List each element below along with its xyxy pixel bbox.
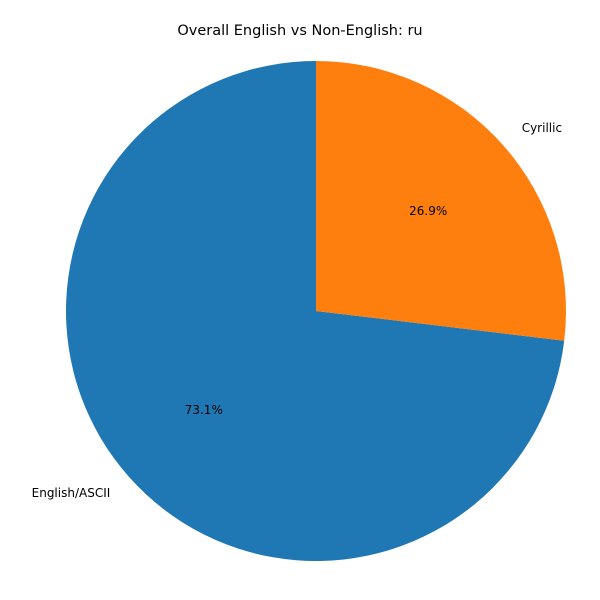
percent-label-cyrillic: 26.9% [409, 204, 447, 218]
category-label-english-ascii: English/ASCII [32, 486, 111, 500]
pie-slice-english-ascii [65, 61, 565, 561]
pie-slice-cyrillic [316, 61, 566, 341]
category-label-cyrillic: Cyrillic [522, 121, 562, 135]
percent-label-english-ascii: 73.1% [185, 403, 223, 417]
pie-labels: English/ASCII 73.1% Cyrillic 26.9% [32, 121, 562, 500]
chart-title: Overall English vs Non-English: ru [177, 23, 422, 39]
pie-slices [65, 61, 566, 561]
